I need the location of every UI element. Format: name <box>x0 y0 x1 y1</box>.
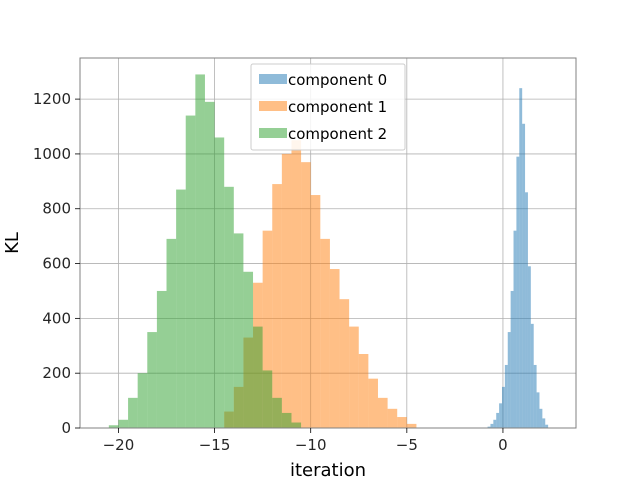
histogram-bar <box>368 378 378 428</box>
histogram-bar <box>224 186 234 428</box>
histogram-bar <box>525 192 528 428</box>
histogram-bar <box>253 326 263 428</box>
legend-swatch <box>259 74 287 84</box>
histogram-bar <box>387 408 398 428</box>
histogram-bar <box>487 426 491 428</box>
histogram-bar <box>301 162 311 429</box>
histogram-bar <box>156 290 167 428</box>
histogram-bar <box>291 422 302 428</box>
histogram-bar <box>195 74 205 428</box>
y-axis-label: KL <box>2 232 23 254</box>
histogram-bar <box>272 397 282 428</box>
bars <box>108 74 549 429</box>
histogram-bar <box>542 418 546 428</box>
histogram-bar <box>108 425 119 428</box>
histogram-bar <box>137 373 148 428</box>
plot-frame <box>79 57 577 429</box>
histogram-bar <box>406 423 417 428</box>
histogram-bar <box>118 419 129 428</box>
histogram-bar <box>516 156 520 428</box>
histogram-bar <box>204 101 215 428</box>
histogram-bar <box>519 88 523 429</box>
histogram-bar <box>320 238 330 428</box>
histogram-bar <box>539 408 543 428</box>
histogram-bar <box>281 412 292 428</box>
histogram-bar <box>536 392 540 428</box>
x-tick-label: 0 <box>498 436 508 454</box>
legend: component 0 component 1 component 2 <box>250 63 406 151</box>
y-tick-label: 800 <box>42 200 71 218</box>
histogram-bar <box>214 137 225 428</box>
legend-box <box>250 63 406 151</box>
histogram-bar <box>281 153 292 429</box>
histogram-bar <box>527 266 531 428</box>
histogram-bar <box>147 332 157 428</box>
y-tick-label: 1000 <box>33 145 71 163</box>
histogram-bar <box>243 271 254 428</box>
x-tick-label: −5 <box>396 436 418 454</box>
histogram-bar <box>496 412 500 428</box>
axis-ticks: −20 −15 −10 −5 0 0 200 400 600 800 1000 1200 <box>33 90 508 454</box>
histogram-bar <box>493 419 497 428</box>
legend-item: component 1 <box>259 98 387 116</box>
y-tick-label: 600 <box>42 255 71 273</box>
histogram-bar <box>128 397 138 428</box>
histogram-bar <box>176 189 186 428</box>
histogram-bar <box>513 230 517 428</box>
y-tick-label: 200 <box>42 364 71 382</box>
histogram-bar <box>507 332 511 428</box>
histogram-bar <box>185 115 196 429</box>
histogram-bar <box>490 423 494 428</box>
series-0 <box>487 88 549 429</box>
histogram-bar <box>501 386 505 428</box>
histogram-bar <box>166 238 177 428</box>
histogram-bar <box>349 326 359 428</box>
histogram-bar <box>358 354 369 428</box>
legend-swatch <box>259 101 287 111</box>
histogram-bar <box>499 403 502 428</box>
legend-label: component 2 <box>288 125 387 143</box>
histogram-bar <box>262 230 273 428</box>
histogram-bar <box>272 184 282 428</box>
histogram-bar <box>510 290 514 428</box>
histogram-bar <box>291 140 302 428</box>
x-axis-label: iteration <box>290 460 366 480</box>
histogram-bar <box>545 424 549 428</box>
legend-item: component 2 <box>259 125 387 143</box>
series-2 <box>108 74 302 429</box>
histogram-bar <box>377 397 388 428</box>
x-tick-label: −15 <box>199 436 231 454</box>
y-tick-label: 0 <box>61 419 71 437</box>
legend-label: component 0 <box>288 71 387 89</box>
histogram-bar <box>233 233 244 428</box>
histogram-bar <box>522 123 526 429</box>
legend-label: component 1 <box>288 98 387 116</box>
legend-swatch <box>259 128 287 138</box>
histogram-bar <box>262 370 273 428</box>
x-tick-label: −20 <box>103 436 135 454</box>
histogram-bar <box>339 299 350 428</box>
y-tick-label: 400 <box>42 309 71 327</box>
legend-item: component 0 <box>259 71 387 89</box>
x-tick-label: −10 <box>295 436 327 454</box>
histogram-bar <box>533 364 537 428</box>
histogram-bar <box>310 195 321 428</box>
y-tick-label: 1200 <box>33 90 71 108</box>
histogram-bar <box>329 269 340 428</box>
histogram-bar <box>397 417 407 428</box>
histogram-bar <box>530 323 534 428</box>
histogram-bar <box>504 364 508 428</box>
